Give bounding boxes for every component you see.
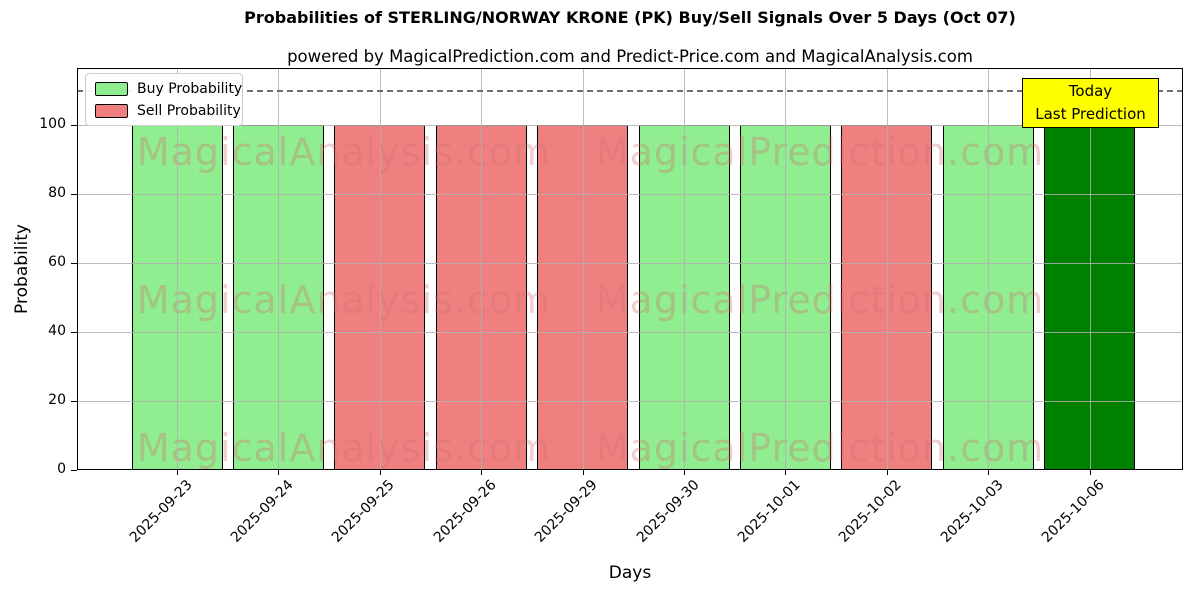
v-gridline [481,68,483,470]
x-tick [785,470,787,475]
y-tick [71,262,77,264]
y-tick [71,470,77,471]
today-annotation-line2: Last Prediction [1035,105,1146,123]
v-gridline [785,68,787,470]
dashed-threshold-line [77,90,1183,93]
chart-title: Probabilities of STERLING/NORWAY KRONE (… [244,8,1016,27]
x-tick-label: 2025-09-23 [126,477,196,546]
v-gridline [886,68,888,470]
x-tick-label: 2025-10-02 [836,477,906,546]
y-tick-label: 80 [48,184,66,201]
v-gridline [684,68,685,470]
legend-label-sell: Sell Probability [137,103,241,119]
sell-probability-swatch [95,104,128,118]
x-tick-label: 2025-09-29 [532,477,601,546]
watermark-text: MagicalAnalysis.com [136,278,552,322]
x-tick [886,470,888,475]
v-gridline [582,68,584,470]
watermark-text: MagicalAnalysis.com [136,130,552,174]
x-axis-label: Days [608,563,652,583]
y-tick-label: 60 [48,253,66,270]
watermark-text: MagicalAnalysis.com [136,426,552,470]
x-tick [1089,470,1091,475]
legend: Buy Probability Sell Probability [85,73,243,126]
today-annotation: Today Last Prediction [1022,78,1159,128]
chart-subtitle: powered by MagicalPrediction.com and Pre… [287,47,973,66]
y-tick [71,193,77,195]
legend-item-sell: Sell Probability [95,103,241,119]
y-tick-label: 100 [39,115,66,132]
v-gridline [278,68,280,470]
x-tick [684,470,685,475]
v-gridline [177,68,178,470]
y-tick-label: 20 [48,391,66,408]
y-tick [71,400,77,402]
legend-item-buy: Buy Probability [95,81,242,97]
h-gridline [77,124,1183,126]
x-tick-label: 2025-10-06 [1039,477,1108,546]
y-tick [71,124,77,126]
x-tick-label: 2025-10-03 [937,477,1007,546]
v-gridline [988,68,990,470]
x-tick [582,470,584,475]
x-tick [379,470,381,475]
y-tick-label: 40 [48,322,66,339]
v-gridline [1089,68,1091,470]
y-tick-label: 0 [57,461,66,477]
legend-label-buy: Buy Probability [137,81,243,97]
today-annotation-line1: Today [1068,82,1113,100]
x-tick-label: 2025-09-25 [329,477,399,546]
h-gridline [77,331,1183,333]
v-gridline [379,68,381,470]
watermark-text: MagicalPrediction.com [595,130,1045,174]
x-tick [481,470,483,475]
x-tick-label: 2025-09-24 [227,477,297,546]
h-gridline [77,262,1183,264]
x-tick-label: 2025-09-30 [633,477,703,546]
plot-area: Buy Probability Sell Probability Today L… [77,68,1183,470]
h-gridline [77,400,1183,402]
x-tick [278,470,280,475]
x-tick [177,470,178,475]
buy-probability-swatch [95,82,128,96]
y-tick [71,331,77,333]
x-tick-label: 2025-09-26 [430,477,500,546]
x-tick [988,470,990,475]
watermark-text: MagicalPrediction.com [595,278,1045,322]
x-tick-label: 2025-10-01 [734,477,804,546]
watermark-text: MagicalPrediction.com [595,426,1045,470]
h-gridline [77,193,1183,195]
